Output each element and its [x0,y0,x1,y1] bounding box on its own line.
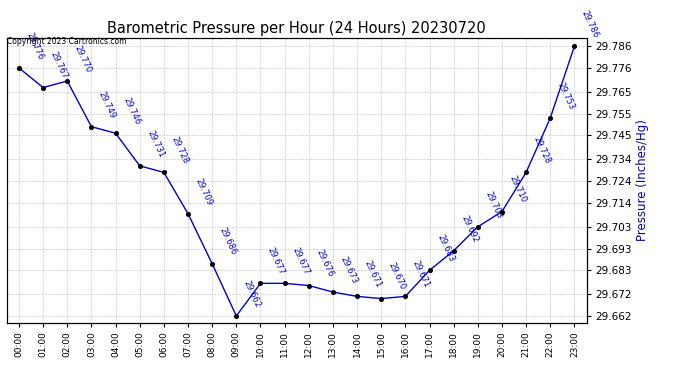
Text: 29.786: 29.786 [580,9,600,39]
Title: Barometric Pressure per Hour (24 Hours) 20230720: Barometric Pressure per Hour (24 Hours) … [108,21,486,36]
Text: 29.746: 29.746 [121,96,141,126]
Point [545,115,556,121]
Point [352,293,363,299]
Text: 29.692: 29.692 [460,214,480,244]
Text: 29.662: 29.662 [242,279,262,309]
Text: 29.670: 29.670 [387,261,407,292]
Point [497,209,508,214]
Point [448,248,460,254]
Point [135,163,146,169]
Text: 29.671: 29.671 [411,259,431,290]
Point [328,289,339,295]
Point [159,170,170,176]
Text: 29.770: 29.770 [73,44,93,74]
Point [569,43,580,49]
Text: 29.709: 29.709 [194,177,214,207]
Text: 29.703: 29.703 [484,190,504,220]
Text: 29.731: 29.731 [146,129,166,159]
Text: 29.710: 29.710 [508,174,528,205]
Point [231,313,242,319]
Point [376,296,387,302]
Text: 29.728: 29.728 [170,135,190,165]
Point [304,282,315,288]
Text: 29.686: 29.686 [218,226,238,257]
Text: 29.676: 29.676 [315,248,335,279]
Text: 29.728: 29.728 [532,135,552,165]
Text: 29.677: 29.677 [266,246,286,276]
Point [400,293,411,299]
Text: 29.673: 29.673 [339,255,359,285]
Text: 29.671: 29.671 [363,259,383,290]
Point [279,280,290,286]
Point [521,170,532,176]
Point [183,211,194,217]
Text: 29.749: 29.749 [97,90,117,120]
Point [207,261,218,267]
Text: 29.677: 29.677 [290,246,310,276]
Point [38,84,48,90]
Point [14,65,25,71]
Text: Copyright 2023 Cartronics.com: Copyright 2023 Cartronics.com [7,38,126,46]
Text: 29.767: 29.767 [49,50,69,81]
Text: 29.776: 29.776 [25,31,45,61]
Point [424,267,435,273]
Text: 29.683: 29.683 [435,233,455,263]
Point [86,124,97,130]
Point [255,280,266,286]
Y-axis label: Pressure (Inches/Hg): Pressure (Inches/Hg) [636,119,649,241]
Text: 29.753: 29.753 [556,81,576,111]
Point [110,130,121,136]
Point [62,78,73,84]
Point [473,224,484,230]
